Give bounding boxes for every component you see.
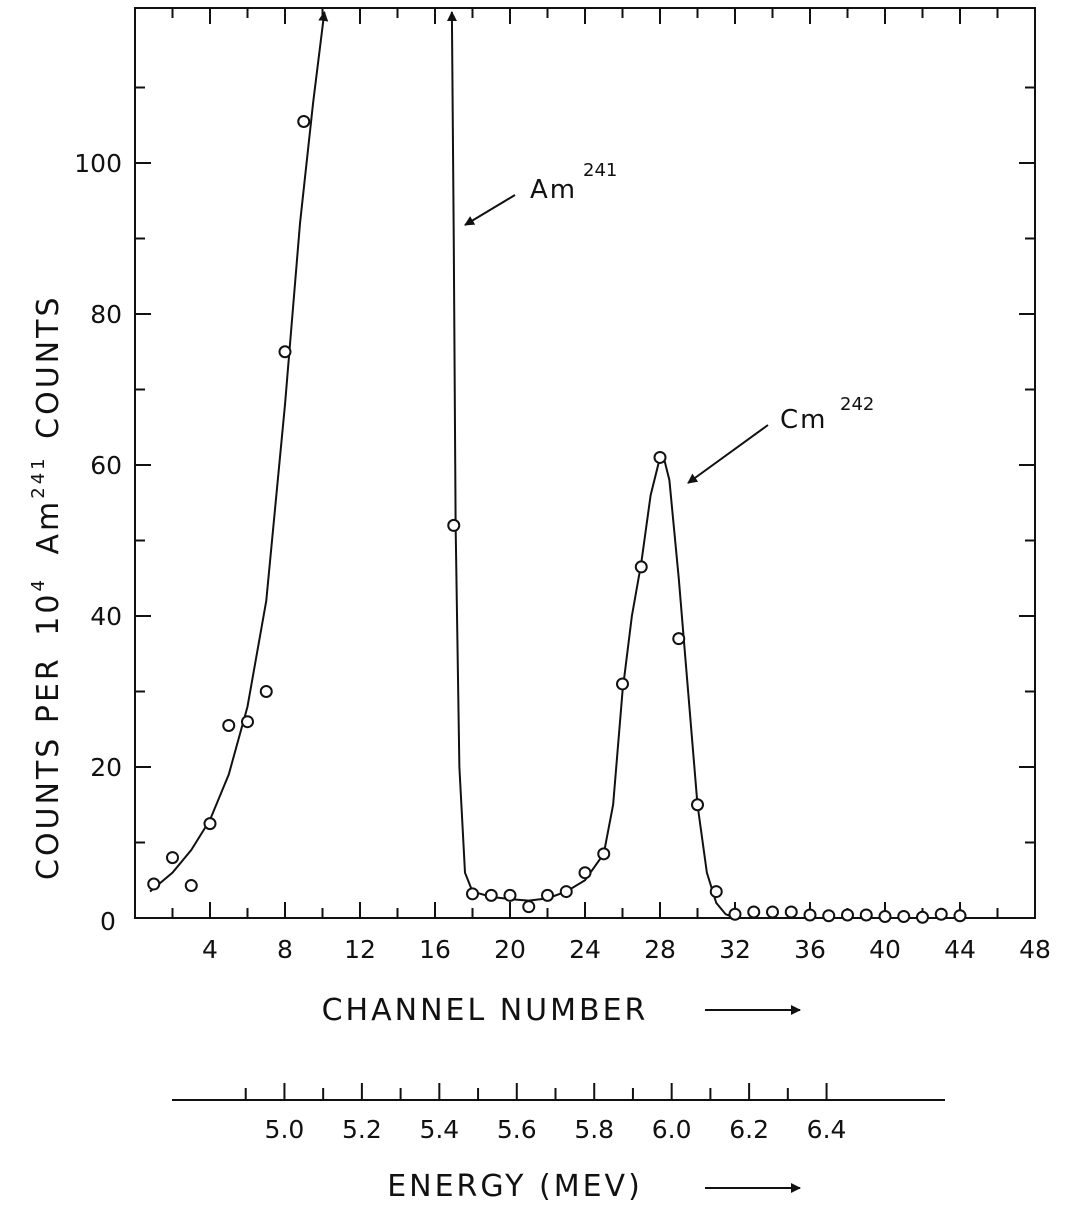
energy-tick-label: 5.4	[419, 1115, 459, 1144]
x-tick-label: 12	[344, 935, 376, 964]
energy-tick-label: 5.6	[497, 1115, 537, 1144]
x-tick-label: 36	[794, 935, 826, 964]
data-point	[766, 905, 779, 919]
data-point	[784, 905, 798, 919]
x-tick-label: 8	[277, 935, 293, 964]
data-point	[747, 905, 761, 919]
x-axis-ticks: 4 8 12 16 20 24 28 32 36 40 44 480	[100, 8, 1051, 964]
x-axis-label: CHANNEL NUMBER	[322, 993, 649, 1028]
data-point	[841, 908, 854, 922]
annotation-am241-sup: 241	[583, 160, 617, 181]
x-tick-label: 24	[569, 935, 601, 964]
annotation-am241-arrow	[464, 194, 516, 226]
data-point	[466, 887, 479, 901]
data-point	[203, 817, 217, 831]
data-points	[147, 114, 967, 924]
curve-am241-cm242	[446, 11, 1035, 919]
energy-tick-label: 6.4	[807, 1115, 847, 1144]
energy-axis-ticks: 5.0 5.2 5.4 5.6 5.8 6.0 6.2 6.4	[244, 1083, 847, 1144]
data-point	[503, 888, 517, 902]
y-tick-label: 20	[90, 753, 122, 782]
data-point	[578, 866, 592, 880]
x-tick-label: 16	[419, 935, 451, 964]
data-point	[559, 885, 573, 899]
data-point	[634, 560, 648, 574]
y-tick-label: 80	[90, 300, 122, 329]
data-point	[541, 888, 554, 902]
data-point	[953, 909, 967, 923]
energy-tick-label: 6.2	[729, 1115, 769, 1144]
data-point	[728, 907, 742, 921]
annotation-am241: Am 241	[464, 160, 617, 226]
x-tick-label: 40	[869, 935, 901, 964]
x-tick-label: 32	[719, 935, 751, 964]
data-point	[897, 909, 911, 923]
data-point	[522, 900, 536, 914]
data-point	[447, 518, 461, 532]
energy-axis-label: ENERGY (MEV)	[387, 1169, 643, 1204]
plot-frame	[134, 7, 1036, 919]
energy-tick-label: 5.2	[342, 1115, 382, 1144]
annotation-cm242-sup: 242	[840, 394, 874, 415]
data-point	[878, 909, 892, 923]
data-point	[691, 798, 704, 812]
data-point	[859, 908, 873, 922]
energy-tick-label: 5.0	[265, 1115, 305, 1144]
y-tick-label: 0	[100, 907, 116, 936]
data-point	[822, 909, 836, 923]
data-point	[297, 114, 311, 128]
x-tick-label: 48	[1019, 935, 1051, 964]
x-tick-label: 44	[944, 935, 976, 964]
data-point	[147, 877, 161, 891]
data-point	[672, 632, 686, 646]
x-tick-label: 28	[644, 935, 676, 964]
data-point	[709, 885, 723, 899]
annotation-am241-label: Am	[530, 175, 577, 205]
y-tick-label: 60	[90, 451, 122, 480]
data-point	[597, 847, 611, 861]
data-point	[184, 879, 198, 893]
data-point	[916, 910, 929, 924]
y-axis-ticks: 20 40 60 80 100	[74, 86, 1035, 844]
annotation-cm242: Cm 242	[687, 394, 874, 484]
energy-tick-label: 6.0	[652, 1115, 692, 1144]
x-tick-label: 4	[202, 935, 218, 964]
y-tick-label: 40	[90, 602, 122, 631]
x-tick-label: 20	[494, 935, 526, 964]
data-point	[934, 907, 948, 921]
data-point	[222, 718, 236, 732]
data-point	[241, 715, 254, 729]
data-point	[616, 677, 629, 691]
data-point	[803, 908, 817, 922]
fit-curves	[149, 11, 1035, 919]
annotation-cm242-label: Cm	[780, 405, 827, 435]
data-point	[259, 685, 273, 698]
curve-rising-edge	[149, 11, 329, 893]
y-axis-label: COUNTS PER 104 Am241 COUNTS	[17, 295, 66, 880]
energy-tick-label: 5.8	[574, 1115, 614, 1144]
data-point	[484, 888, 498, 902]
data-point	[278, 345, 292, 359]
annotation-cm242-arrow	[687, 424, 769, 484]
data-point	[653, 450, 667, 464]
data-point	[166, 851, 179, 865]
y-tick-label: 100	[74, 149, 122, 178]
